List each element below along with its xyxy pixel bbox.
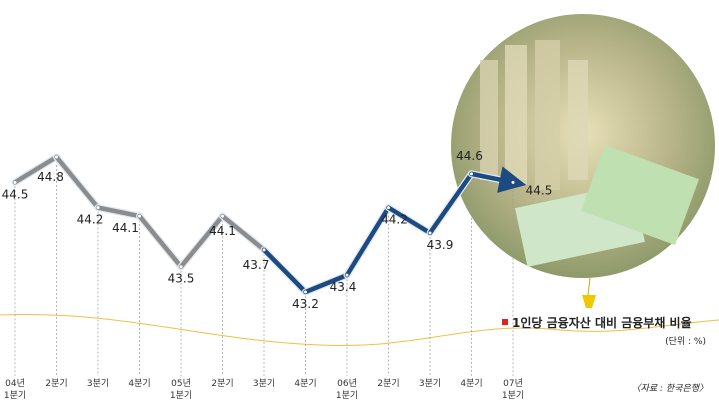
x-tick-label: 4분기	[460, 378, 482, 389]
x-tick-label: 3분기	[253, 378, 275, 389]
point	[304, 290, 307, 294]
line-segment	[344, 205, 391, 278]
line-segment	[178, 213, 225, 269]
x-tick-label: 2분기	[377, 378, 399, 389]
point	[138, 214, 141, 218]
line-segment	[427, 171, 474, 236]
point	[179, 265, 183, 269]
line-segment	[137, 213, 184, 269]
point	[345, 273, 349, 277]
line-segment	[54, 154, 101, 210]
value-label: 43.4	[330, 280, 357, 294]
line-segment	[386, 205, 433, 236]
source-label: 〈자료 : 한국은행〉	[632, 383, 708, 394]
x-tick-label: 1분기	[336, 390, 358, 401]
value-label: 43.2	[292, 297, 319, 311]
x-tick-label: 05년	[171, 378, 191, 389]
point	[13, 180, 17, 184]
value-label: 44.1	[209, 224, 236, 238]
point	[470, 172, 473, 176]
chart-title: 1인당 금융자산 대비 금융부채 비율	[512, 315, 692, 330]
x-tick-label: 2분기	[45, 378, 67, 389]
photo-illustration	[451, 14, 715, 308]
value-label: 44.8	[37, 170, 64, 184]
point	[96, 206, 100, 210]
value-label: 43.9	[427, 238, 454, 252]
unit-label: (단위 : %)	[665, 336, 706, 347]
value-label: 44.5	[526, 183, 553, 197]
point	[387, 206, 390, 210]
line-segment	[261, 247, 308, 295]
x-tick-label: 06년	[337, 378, 357, 389]
point	[55, 155, 58, 159]
x-tick-label: 3분기	[419, 378, 441, 389]
point	[221, 214, 224, 218]
x-tick-label: 07년	[503, 378, 523, 389]
x-tick-label: 04년	[5, 378, 25, 389]
value-label: 44.5	[2, 187, 29, 201]
value-label: 44.2	[381, 213, 408, 227]
decorative-curve	[0, 313, 719, 347]
line-segment	[303, 272, 350, 295]
value-label: 44.1	[112, 221, 139, 235]
x-tick-label: 3분기	[87, 378, 109, 389]
value-label: 44.2	[77, 213, 104, 227]
line-segment	[220, 213, 267, 253]
value-label: 43.5	[168, 272, 195, 286]
line-segment	[12, 154, 59, 185]
value-label: 44.6	[456, 149, 483, 163]
point	[262, 248, 266, 252]
x-tick-label: 4분기	[294, 378, 316, 389]
line-segment	[95, 205, 142, 219]
legend-swatch	[502, 319, 508, 325]
x-tick-label: 4분기	[128, 378, 150, 389]
x-tick-label: 1분기	[502, 390, 524, 401]
point	[511, 180, 515, 184]
line-segment	[469, 166, 527, 193]
value-label: 43.7	[243, 258, 270, 272]
point	[428, 231, 432, 235]
x-tick-label: 1분기	[170, 390, 192, 401]
x-tick-label: 1분기	[4, 390, 26, 401]
x-tick-label: 2분기	[211, 378, 233, 389]
